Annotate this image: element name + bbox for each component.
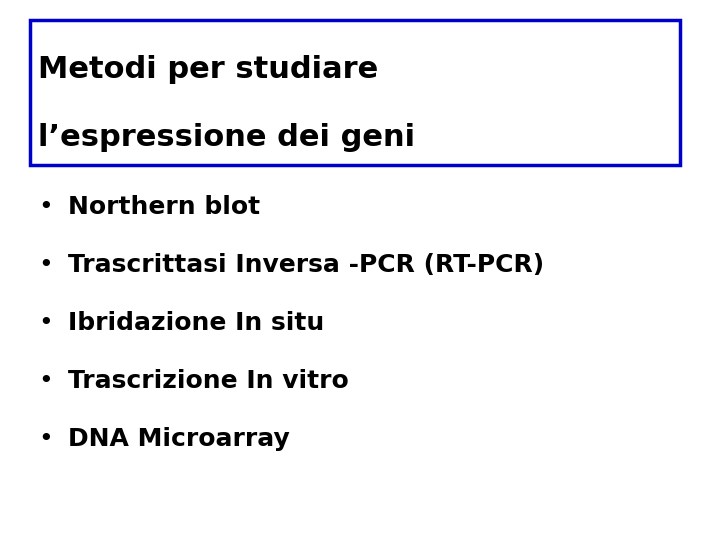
Text: Trascrizione In vitro: Trascrizione In vitro xyxy=(68,369,348,393)
Text: •: • xyxy=(39,195,53,219)
Text: Ibridazione In situ: Ibridazione In situ xyxy=(68,311,324,335)
Text: Trascrittasi Inversa -PCR (RT-PCR): Trascrittasi Inversa -PCR (RT-PCR) xyxy=(68,253,544,277)
Text: Metodi per studiare: Metodi per studiare xyxy=(38,55,378,84)
Text: •: • xyxy=(39,369,53,393)
Bar xyxy=(30,20,680,165)
Text: •: • xyxy=(39,253,53,277)
Text: l’espressione dei geni: l’espressione dei geni xyxy=(38,123,415,152)
Text: DNA Microarray: DNA Microarray xyxy=(68,427,289,451)
Text: •: • xyxy=(39,311,53,335)
Text: •: • xyxy=(39,427,53,451)
Text: Northern blot: Northern blot xyxy=(68,195,260,219)
